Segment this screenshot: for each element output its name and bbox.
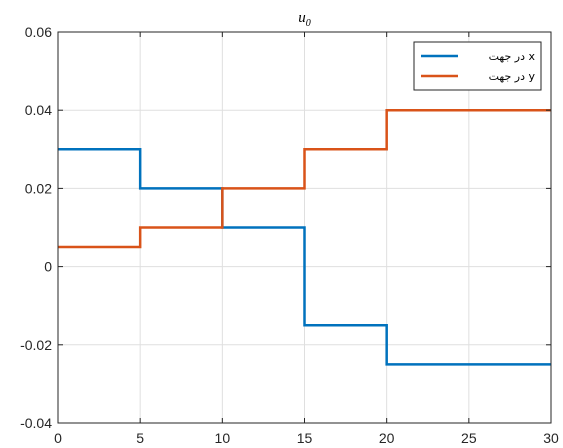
x-tick-label: 0 (54, 430, 62, 446)
y-tick-label: -0.02 (20, 337, 52, 353)
y-tick-label: -0.04 (20, 415, 52, 431)
chart-title-subscript: 0 (306, 18, 311, 29)
x-tick-label: 25 (461, 430, 477, 446)
y-tick-label: 0.04 (25, 102, 52, 118)
ticks: 0 5 10 15 20 25 30 -0.04 -0.02 0 0.02 0.04 0.06 (20, 24, 559, 446)
legend-label-2: در جهت y (489, 70, 536, 83)
x-tick-label: 20 (379, 430, 395, 446)
legend: در جهت x در جهت y (413, 41, 542, 91)
legend-box (413, 41, 542, 91)
series-group (58, 108, 551, 366)
x-tick-label: 30 (543, 430, 559, 446)
legend-label-1: در جهت x (489, 50, 536, 63)
y-tick-label: 0.06 (25, 24, 52, 40)
y-tick-label: 0.02 (25, 180, 52, 196)
chart-title: u0 (298, 10, 311, 29)
chart-title-main: u (298, 10, 306, 26)
series-line-2 (58, 108, 551, 249)
x-tick-label: 10 (215, 430, 231, 446)
x-tick-label: 15 (297, 430, 313, 446)
x-tick-label: 5 (136, 430, 144, 446)
series-line-1 (58, 148, 551, 366)
y-tick-label: 0 (44, 259, 52, 275)
